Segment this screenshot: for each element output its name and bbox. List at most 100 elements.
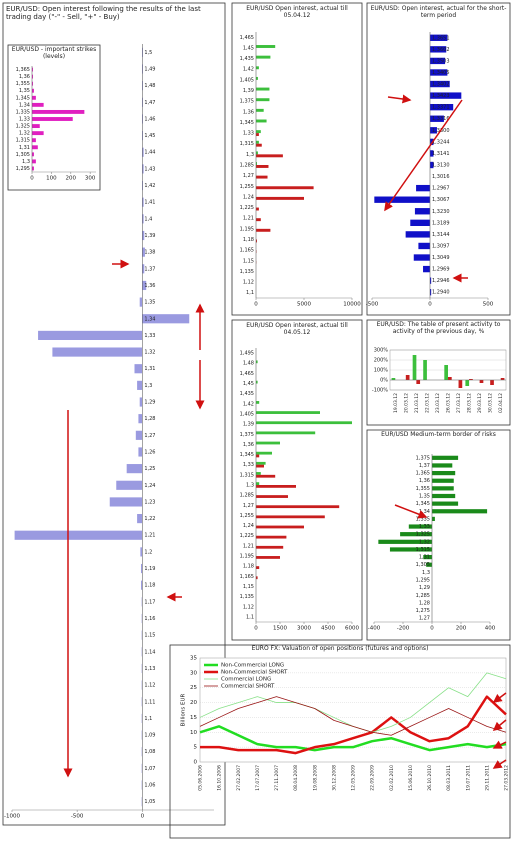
y-category-label: 1,31 [419,555,430,561]
bar [432,463,453,468]
y-axis-title: Billions EUR [181,693,187,726]
y-category-label: 1,35 [144,300,155,306]
panel [169,644,511,839]
bar [38,330,143,340]
y-category-label: 1,14 [144,649,155,655]
x-tick-label: 0 [430,626,434,632]
y-category-label: 1,07 [144,766,155,772]
x-category-label: 23.03.12 [435,393,441,413]
y-category-label: 1,355 [416,486,430,492]
y-category-label: 1,3 [422,570,430,576]
bar [256,108,264,112]
y-category-label: 1,34 [19,102,30,108]
bar [32,88,34,93]
bar [256,228,271,232]
y-category-label: 1,255 [240,513,254,519]
bar [405,231,430,238]
y-category-label: 1,305 [16,152,30,158]
y-category-label: 1,35 [19,88,30,94]
bar [405,375,410,380]
bar [432,516,435,522]
bar [142,147,144,157]
bar [256,464,264,468]
bar [414,208,430,215]
legend-label: Commercial LONG [221,677,271,683]
y-category-label: 1,3405 [432,70,450,76]
y-category-label: 1,3300 [432,128,450,134]
y-category-label: 1,2967 [432,186,450,192]
bar [256,556,280,559]
y-category-label: 1,495 [240,351,254,357]
bar [138,447,143,457]
x-category-label: 27.03.12 [456,393,462,413]
bar [256,566,260,569]
bar [142,230,145,241]
bar [256,360,258,364]
bar [432,470,456,476]
bar [52,347,143,357]
y-category-label: 1,29 [419,585,430,591]
x-tick-label: 29.11.2011 [484,765,490,791]
y-category-label: 1,3 [144,383,152,389]
bar [256,133,259,137]
plot-area [199,657,507,763]
y-category-label: 1,3 [22,159,30,165]
y-category-label: 1,355 [16,81,30,87]
y-category-label: 1,09 [144,733,155,739]
y-category-label: 1,165 [240,248,254,254]
y-category-label: 1,37 [419,463,430,469]
y-category-label: 1,46 [144,116,155,122]
panel [366,2,511,316]
y-category-label: 1,3016 [432,174,450,180]
y-category-label: 1,375 [240,99,254,105]
y-category-label: 1,2 [144,549,152,555]
bar [410,219,430,227]
panel [366,319,511,426]
y-category-label: 1,345 [240,452,254,458]
x-tick-label: -400 [368,626,381,632]
y-category-label: 1,11 [144,699,155,705]
y-category-label: 1,32 [144,350,155,356]
y-category-label: 1,48 [144,83,155,89]
plot-frame [389,349,507,391]
y-category-label: 1,26 [144,449,155,455]
y-category-label: 1,135 [240,269,254,275]
x-tick-label: 6000 [345,626,359,632]
y-category-label: 1,39 [243,88,254,94]
y-category-label: 1,5 [144,50,152,56]
y-category-label: 1,47 [144,100,155,106]
x-tick-label: 0 [428,302,432,308]
bar [374,196,430,203]
y-category-label: 1,33 [19,117,30,123]
y-category-label: 1,345 [16,95,30,101]
y-category-label: 1,405 [240,411,254,417]
x-tick-label: 17.07.2007 [255,765,261,791]
bar [32,74,33,79]
bar [256,461,266,465]
y-category-label: 1,44 [144,150,155,156]
x-tick-label: 3000 [297,626,311,632]
x-tick-label: 400 [485,626,496,632]
legend-label: Non-Commercial SHORT [221,670,288,676]
y-category-label: 1,285 [416,593,430,599]
y-tick-label: 20 [190,700,197,706]
y-category-label: 1,15 [144,633,155,639]
bar [430,92,462,99]
bar [141,763,143,773]
series-line [200,695,507,755]
bar [408,524,432,529]
bar [430,46,447,53]
bar [138,414,143,424]
x-tick-label: -500 [71,814,84,820]
y-category-label: 1,3402 [432,82,450,88]
bar [256,130,261,134]
y-category-label: 1,19 [144,566,155,572]
y-category-label: 1,345 [416,501,430,507]
y-category-label: 1,275 [416,608,430,614]
y-category-label: 1,31 [19,145,30,151]
x-tick-label: 22.09.2009 [370,765,376,791]
y-category-label: 1,12 [243,280,254,286]
chart-title: EUR/USD Medium-term border of risks [381,431,496,438]
bar [430,57,446,65]
